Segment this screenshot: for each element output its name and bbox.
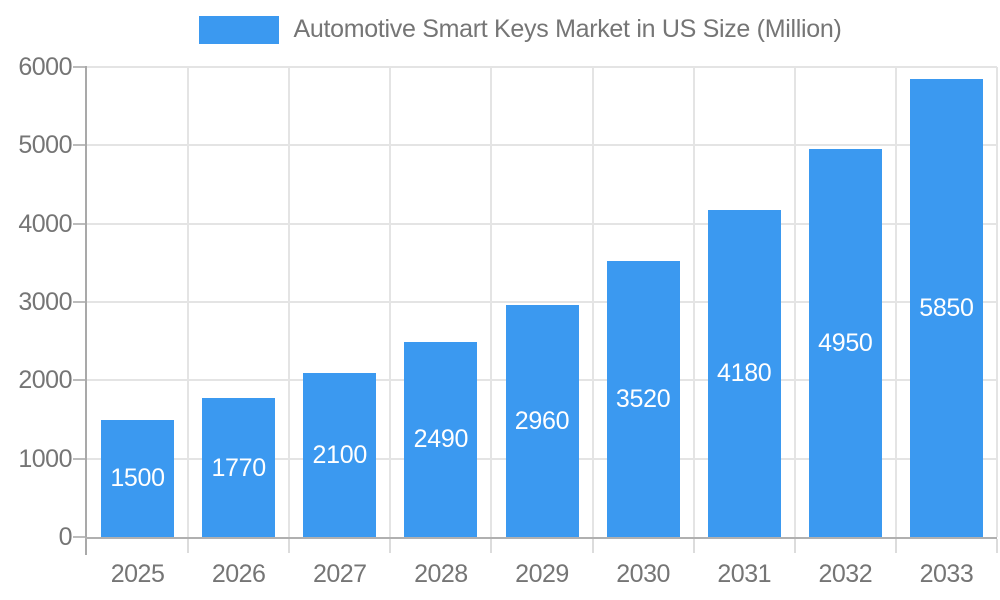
y-axis-tick-label: 0 [58, 523, 73, 551]
y-tick [73, 144, 85, 147]
x-tick [591, 539, 594, 553]
x-tick [389, 539, 392, 553]
h-gridline [87, 301, 997, 303]
y-tick [73, 66, 85, 68]
x-axis-tick-label: 2033 [919, 560, 974, 588]
bar [505, 305, 579, 537]
y-axis-tick-label: 4000 [18, 209, 72, 238]
x-axis-tick-label: 2030 [616, 560, 670, 588]
bar [404, 341, 478, 537]
y-tick [73, 222, 85, 225]
x-axis-tick-label: 2025 [110, 560, 165, 588]
x-axis-tick-label: 2032 [818, 560, 873, 588]
y-axis-tick-label: 6000 [18, 53, 72, 81]
v-gridline [187, 67, 190, 537]
y-tick [73, 301, 85, 303]
bar [101, 419, 175, 537]
legend-label: Automotive Smart Keys Market in US Size … [293, 15, 842, 43]
y-axis-tick-label: 2000 [18, 366, 72, 395]
bar-value-label: 2960 [514, 407, 570, 436]
x-tick [288, 539, 291, 553]
v-gridline [288, 67, 291, 537]
bar [202, 398, 276, 537]
x-axis-tick-label: 2029 [515, 560, 569, 588]
v-gridline [793, 67, 796, 537]
bar [707, 209, 781, 537]
bar-value-label: 4180 [717, 359, 772, 388]
bar [909, 78, 983, 537]
bar-value-label: 2100 [312, 440, 368, 469]
x-axis-tick-label: 2031 [717, 560, 772, 588]
x-tick [692, 539, 695, 553]
h-gridline [87, 222, 997, 225]
x-tick [894, 539, 897, 553]
bar-value-label: 3520 [615, 385, 671, 414]
v-gridline [996, 67, 998, 537]
y-tick [73, 379, 85, 382]
bar-value-label: 1500 [110, 464, 165, 493]
x-axis-line [85, 537, 997, 539]
bar-value-label: 4950 [818, 329, 873, 358]
y-axis-tick-label: 5000 [18, 131, 72, 160]
x-axis-tick-label: 2026 [211, 560, 266, 588]
legend-swatch [198, 15, 279, 44]
y-tick [73, 536, 85, 538]
x-tick [187, 539, 190, 553]
v-gridline [692, 67, 695, 537]
y-axis-tick-label: 3000 [18, 288, 72, 316]
x-tick [793, 539, 796, 553]
x-axis-tick-label: 2028 [414, 560, 468, 588]
bar [303, 372, 377, 537]
y-tick [73, 457, 85, 460]
x-tick [996, 539, 998, 553]
v-gridline [894, 67, 897, 537]
h-gridline [87, 144, 997, 147]
plot-area: 1500 1770 2100 2490 2960 3520 4180 4950 5850 [73, 66, 998, 555]
bar-value-label: 1770 [211, 453, 266, 482]
x-axis-tick-label: 2027 [312, 560, 367, 588]
bar-value-label: 5850 [919, 293, 974, 322]
v-gridline [591, 67, 594, 537]
bar [808, 149, 882, 537]
v-gridline [490, 67, 493, 537]
x-tick [490, 539, 493, 553]
v-gridline [389, 67, 392, 537]
bar [606, 261, 680, 537]
legend: Automotive Smart Keys Market in US Size … [20, 15, 1000, 44]
bar-value-label: 2490 [413, 425, 469, 454]
y-axis-tick-label: 1000 [18, 444, 72, 473]
h-gridline [87, 66, 997, 68]
y-axis-line [85, 66, 87, 555]
